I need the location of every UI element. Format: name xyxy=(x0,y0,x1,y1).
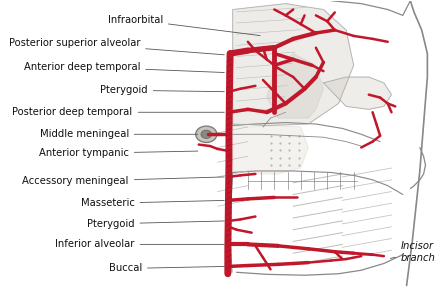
Text: Masseteric: Masseteric xyxy=(81,198,224,208)
Text: Pterygoid: Pterygoid xyxy=(100,85,224,95)
Text: Middle meningeal: Middle meningeal xyxy=(40,129,198,139)
Circle shape xyxy=(196,126,217,142)
Text: Posterior deep temporal: Posterior deep temporal xyxy=(12,107,224,117)
Text: Inferior alveolar: Inferior alveolar xyxy=(55,239,224,249)
Polygon shape xyxy=(323,77,392,109)
Polygon shape xyxy=(267,54,323,118)
Text: Posterior superior alveolar: Posterior superior alveolar xyxy=(9,38,224,55)
Text: Anterior tympanic: Anterior tympanic xyxy=(39,148,198,158)
Text: Infraorbital: Infraorbital xyxy=(107,15,260,36)
Text: Incisor
branch: Incisor branch xyxy=(390,241,436,263)
Polygon shape xyxy=(233,125,308,174)
Text: Accessory meningeal: Accessory meningeal xyxy=(22,176,224,186)
Text: Anterior deep temporal: Anterior deep temporal xyxy=(24,62,224,73)
Text: Pterygoid: Pterygoid xyxy=(87,219,224,229)
Text: Buccal: Buccal xyxy=(109,263,224,273)
Circle shape xyxy=(201,130,212,138)
Polygon shape xyxy=(233,4,354,125)
